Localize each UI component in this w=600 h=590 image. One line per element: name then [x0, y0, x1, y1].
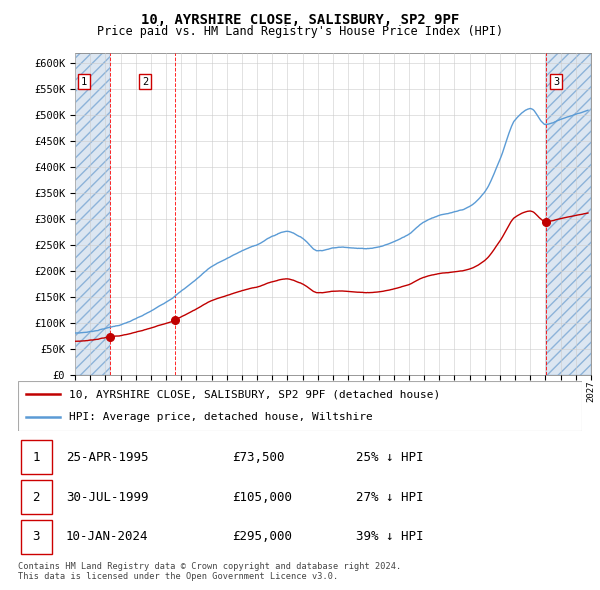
FancyBboxPatch shape	[21, 440, 52, 474]
Bar	[546, 53, 591, 375]
Text: 2: 2	[32, 490, 40, 504]
Text: £73,500: £73,500	[232, 451, 285, 464]
Text: 3: 3	[32, 530, 40, 543]
Text: 25-APR-1995: 25-APR-1995	[66, 451, 148, 464]
Text: 10, AYRSHIRE CLOSE, SALISBURY, SP2 9PF: 10, AYRSHIRE CLOSE, SALISBURY, SP2 9PF	[141, 13, 459, 27]
Text: 10, AYRSHIRE CLOSE, SALISBURY, SP2 9PF (detached house): 10, AYRSHIRE CLOSE, SALISBURY, SP2 9PF (…	[69, 389, 440, 399]
Text: 1: 1	[32, 451, 40, 464]
Text: 10-JAN-2024: 10-JAN-2024	[66, 530, 148, 543]
FancyBboxPatch shape	[21, 520, 52, 554]
Bar	[75, 53, 110, 375]
Text: 39% ↓ HPI: 39% ↓ HPI	[356, 530, 424, 543]
Text: 30-JUL-1999: 30-JUL-1999	[66, 490, 148, 504]
Text: £295,000: £295,000	[232, 530, 292, 543]
Text: £105,000: £105,000	[232, 490, 292, 504]
Text: 3: 3	[553, 77, 559, 87]
Bar	[546, 53, 591, 375]
Text: Price paid vs. HM Land Registry's House Price Index (HPI): Price paid vs. HM Land Registry's House …	[97, 25, 503, 38]
Text: 2: 2	[142, 77, 148, 87]
Text: 25% ↓ HPI: 25% ↓ HPI	[356, 451, 424, 464]
Text: 27% ↓ HPI: 27% ↓ HPI	[356, 490, 424, 504]
Text: Contains HM Land Registry data © Crown copyright and database right 2024.
This d: Contains HM Land Registry data © Crown c…	[18, 562, 401, 581]
Text: 1: 1	[81, 77, 88, 87]
FancyBboxPatch shape	[21, 480, 52, 514]
Text: HPI: Average price, detached house, Wiltshire: HPI: Average price, detached house, Wilt…	[69, 412, 373, 422]
Bar	[75, 53, 110, 375]
